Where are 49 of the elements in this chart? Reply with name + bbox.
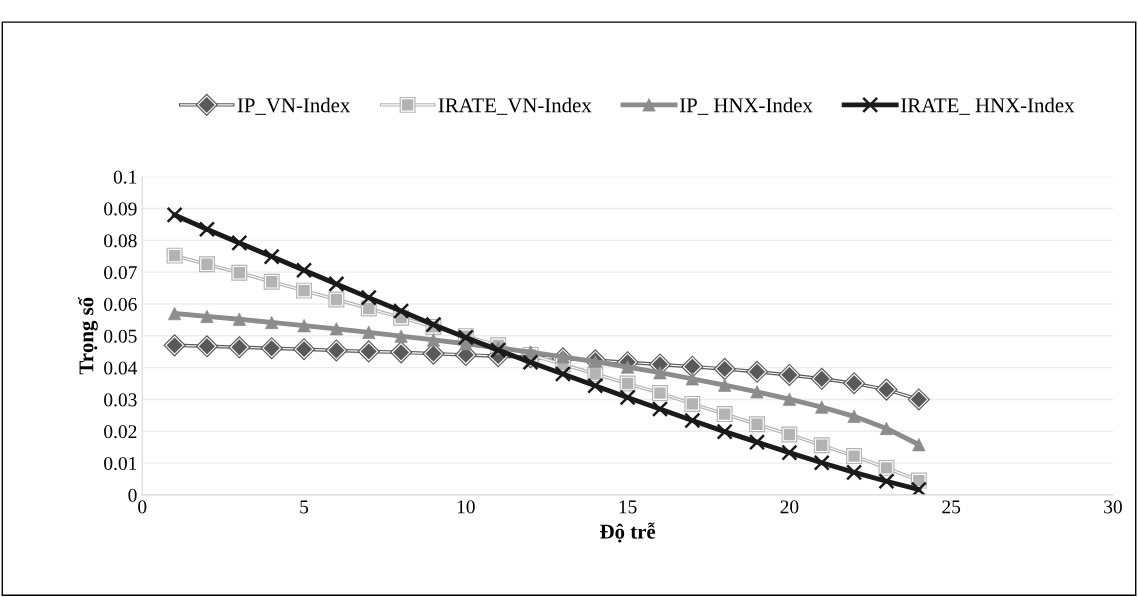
x-tick-label: 15 [619,500,637,514]
point [910,481,928,495]
y-tick-label: 0.08 [104,234,137,248]
point [198,221,216,238]
point [781,444,798,461]
point [813,454,830,471]
y-axis-title: Trọng số [78,296,98,375]
x-tick-label: 10 [457,500,475,514]
point [684,412,701,429]
x-tick-label: 0 [138,500,147,514]
y-tick-label: 0.09 [104,202,137,216]
point [522,354,539,371]
point [166,206,183,224]
point [263,248,280,265]
point [619,389,636,406]
point [489,341,507,359]
y-tick-label: 0.01 [104,456,137,471]
y-tick-label: 0.02 [104,425,137,439]
point [587,377,604,394]
point [200,309,214,323]
point [845,464,863,481]
point [748,433,766,451]
point [360,289,377,306]
legend-label: IRATE_ HNX-Index [901,97,1075,115]
y-tick-label: 0.04 [104,361,138,375]
point [328,275,345,293]
point [295,262,313,279]
y-tick-label: 0.05 [104,329,137,343]
legend-label: IP_ HNX-Index [679,97,813,115]
x-tick-label: 30 [1104,500,1122,514]
legend-label: IRATE_VN-Index [438,97,592,115]
x-tick-label: 25 [942,500,961,514]
y-tick-label: 0.06 [104,297,137,312]
x-axis-title: Độ trễ [600,522,656,543]
legend-label: IP_VN-Index [237,97,351,115]
point [231,234,248,252]
point [716,423,733,440]
y-tick-label: 0.03 [104,393,137,407]
y-tick-label: 0.07 [104,265,137,280]
point [878,473,895,490]
x-tick-label: 20 [780,500,799,514]
point [554,365,572,383]
x-tick-label: 5 [300,500,309,514]
point [879,421,894,436]
point [847,409,861,423]
y-tick-label: 0 [128,488,137,502]
point [651,400,669,418]
y-tick-label: 0.1 [113,170,137,184]
point [392,302,410,320]
